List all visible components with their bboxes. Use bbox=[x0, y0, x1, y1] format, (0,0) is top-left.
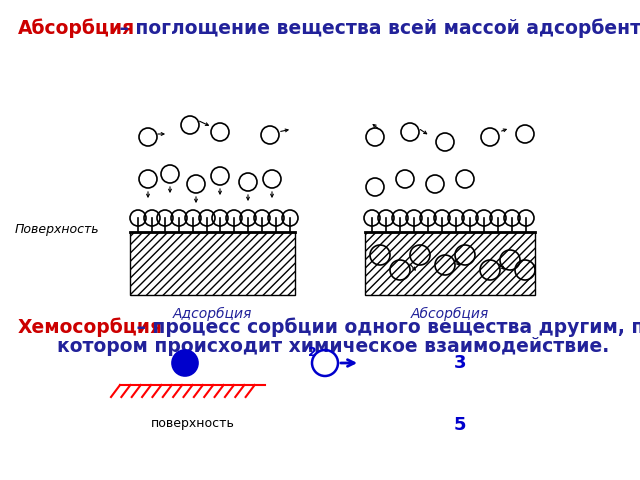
Text: 2: 2 bbox=[308, 347, 316, 360]
Text: – процесс сорбции одного вещества другим, при: – процесс сорбции одного вещества другим… bbox=[130, 317, 640, 336]
Text: Абсорбция: Абсорбция bbox=[411, 307, 489, 321]
Bar bbox=[365, 232, 535, 295]
Text: 3: 3 bbox=[454, 354, 467, 372]
Text: поверхность: поверхность bbox=[150, 417, 234, 430]
Text: 5: 5 bbox=[454, 416, 467, 434]
Text: Поверхность: Поверхность bbox=[15, 224, 100, 237]
Text: – поглощение вещества всей массой адсорбента.: – поглощение вещества всей массой адсорб… bbox=[113, 18, 640, 37]
Text: Хемосорбция: Хемосорбция bbox=[18, 317, 163, 336]
Bar bbox=[130, 232, 295, 295]
Text: Абсорбция: Абсорбция bbox=[18, 18, 135, 37]
Circle shape bbox=[172, 350, 198, 376]
Text: Адсорбция: Адсорбция bbox=[173, 307, 252, 321]
Text: котором происходит химическое взаимодействие.: котором происходит химическое взаимодейс… bbox=[18, 337, 609, 356]
